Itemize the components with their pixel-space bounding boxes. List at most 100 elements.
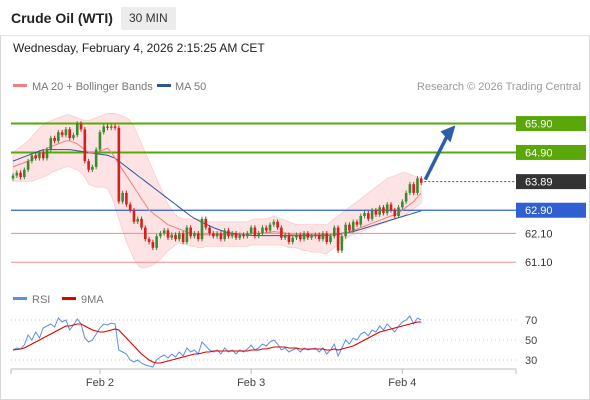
candle-body	[75, 123, 79, 136]
candle-body	[393, 210, 397, 216]
candle-body	[295, 234, 298, 238]
candle-body	[370, 210, 374, 219]
level-label-63.89: 63.89	[525, 177, 553, 189]
ma9-legend-label: 9MA	[81, 294, 104, 306]
level-label-61.10: 61.10	[525, 257, 553, 269]
candle-body	[268, 224, 272, 231]
time-axis: Feb 2 Feb 3 Feb 4	[10, 368, 517, 389]
level-label-62.90: 62.90	[525, 205, 553, 217]
level-label-64.90: 64.90	[525, 147, 553, 159]
candle-body	[408, 184, 412, 193]
candle-body	[132, 210, 136, 222]
level-tag-63.89	[516, 174, 586, 190]
candle-body	[128, 204, 132, 211]
rsi-line	[12, 315, 422, 368]
candle-body	[329, 236, 332, 242]
candle-body	[314, 234, 317, 237]
candle-body	[302, 233, 306, 240]
candle-body	[57, 132, 60, 141]
candle-body	[208, 227, 211, 234]
candle-body	[317, 234, 321, 240]
candle-body	[298, 234, 302, 240]
title-bar: Crude Oil (WTI) 30 MIN	[0, 0, 590, 36]
candle-body	[249, 227, 253, 234]
candle-body	[238, 234, 242, 238]
candle-body	[38, 152, 41, 159]
candle-body	[193, 233, 196, 237]
candle-body	[72, 135, 75, 138]
candle-body	[401, 201, 404, 208]
candle-body	[49, 138, 53, 150]
candle-body	[246, 233, 249, 237]
candle-body	[147, 239, 151, 242]
ma50-legend-label: MA 50	[175, 81, 206, 93]
candle-body	[359, 216, 363, 225]
candle-body	[280, 227, 283, 238]
level-label-62.10: 62.10	[525, 228, 553, 240]
candle-body	[106, 126, 109, 128]
candle-body	[196, 233, 200, 240]
candle-body	[34, 155, 37, 159]
candle-body	[242, 234, 245, 237]
candle-body	[113, 126, 117, 128]
candle-body	[136, 218, 140, 222]
level-tag-65.90	[516, 116, 586, 132]
candle-body	[336, 227, 340, 251]
candle-body	[117, 127, 121, 202]
candle-body	[94, 149, 98, 167]
candle-body	[234, 233, 238, 238]
candle-body	[178, 233, 181, 240]
candle-body	[83, 129, 87, 162]
candle-body	[30, 155, 34, 162]
rsi-tick-label: 30	[525, 355, 537, 367]
candle-body	[98, 132, 102, 150]
candle-body	[64, 129, 68, 136]
time-tick-label: Feb 2	[86, 377, 114, 389]
ma9-legend-swatch	[62, 297, 76, 300]
candle-body	[159, 233, 162, 237]
candle-body	[102, 126, 106, 133]
rsi-legend-label: RSI	[32, 294, 50, 306]
level-label-65.90: 65.90	[525, 119, 553, 131]
candle-body	[389, 204, 393, 211]
candle-body	[41, 152, 45, 159]
ma20-legend-swatch	[13, 84, 27, 87]
rsi-legend-swatch	[13, 297, 27, 300]
instrument-title: Crude Oil (WTI)	[11, 10, 113, 26]
candle-body	[310, 236, 313, 238]
candle-body	[53, 138, 56, 141]
chart-datetime: Wednesday, February 4, 2026 2:15:25 AM C…	[13, 41, 265, 55]
level-tag-62.90	[516, 202, 586, 218]
candle-body	[287, 234, 291, 242]
candle-body	[79, 123, 83, 130]
candle-body	[340, 236, 344, 251]
candle-body	[404, 192, 408, 202]
candle-body	[272, 221, 276, 225]
candle-body	[385, 204, 389, 214]
candle-body	[325, 233, 329, 242]
candle-body	[333, 227, 336, 237]
rsi-ma9-line	[12, 321, 422, 364]
candle-body	[162, 230, 166, 234]
candle-body	[185, 227, 189, 242]
candle-body	[253, 227, 257, 237]
candle-body	[68, 129, 71, 138]
forecast-arrow-head	[440, 125, 456, 143]
candle-body	[204, 218, 208, 228]
candle-body	[11, 175, 15, 179]
time-tick-label: Feb 4	[388, 377, 416, 389]
candle-body	[321, 233, 325, 240]
candle-body	[416, 178, 419, 193]
timeframe-badge[interactable]: 30 MIN	[121, 7, 176, 30]
candle-body	[378, 207, 381, 215]
candle-body	[276, 221, 279, 228]
candle-body	[264, 227, 268, 231]
candle-body	[121, 192, 124, 202]
candle-body	[26, 161, 30, 170]
candle-body	[23, 169, 26, 177]
candle-body	[355, 221, 359, 225]
candle-body	[261, 227, 264, 234]
main-legend: MA 20 + Bollinger Bands MA 50 Research ©…	[13, 81, 581, 93]
candle-body	[397, 207, 400, 216]
